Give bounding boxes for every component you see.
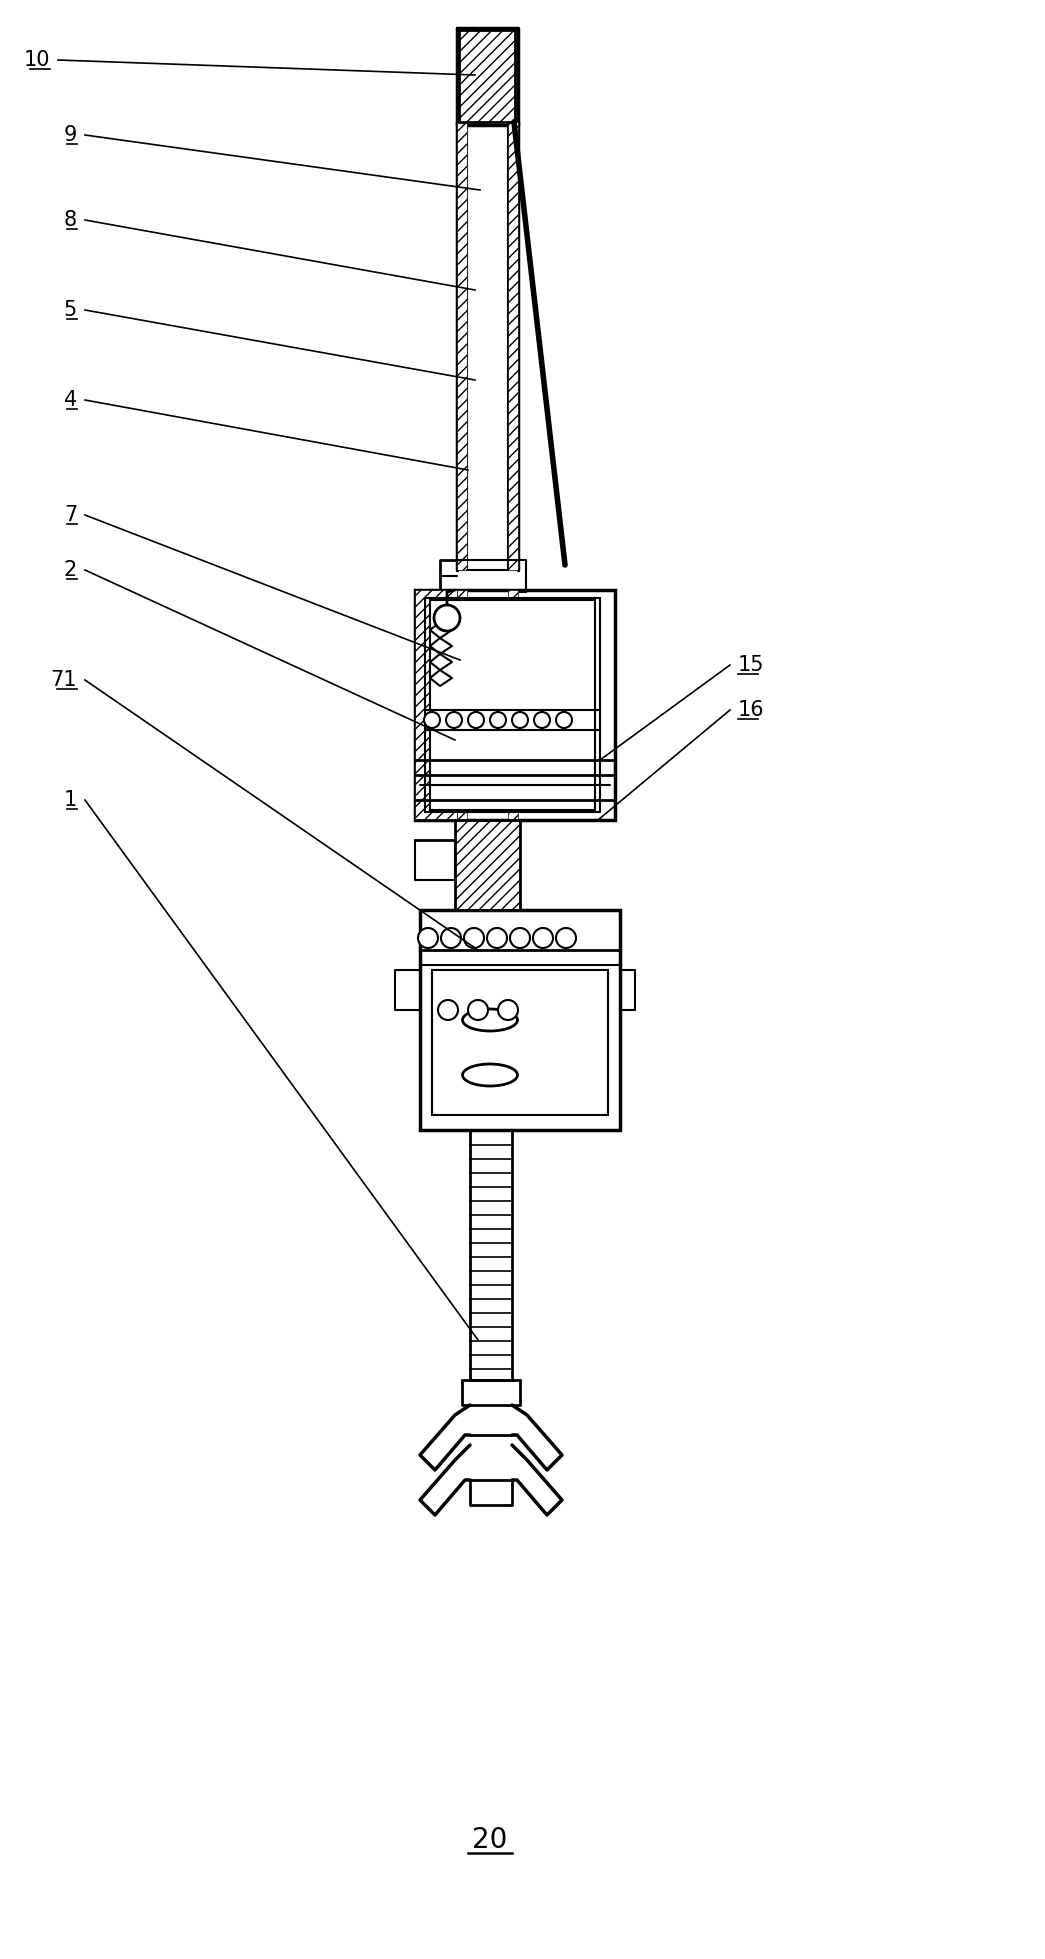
- Circle shape: [487, 929, 507, 948]
- Text: 20: 20: [472, 1826, 508, 1853]
- Circle shape: [464, 929, 484, 948]
- Ellipse shape: [463, 1064, 517, 1085]
- Circle shape: [490, 711, 506, 729]
- Text: 10: 10: [23, 51, 50, 71]
- Bar: [508, 590, 518, 821]
- Text: 15: 15: [738, 654, 765, 676]
- Text: 16: 16: [738, 699, 765, 721]
- Circle shape: [441, 929, 461, 948]
- Circle shape: [556, 711, 572, 729]
- Ellipse shape: [463, 1009, 517, 1030]
- Circle shape: [468, 711, 484, 729]
- Circle shape: [438, 999, 458, 1021]
- Text: 71: 71: [50, 670, 77, 690]
- Circle shape: [434, 605, 460, 631]
- Bar: [508, 121, 518, 570]
- Bar: [457, 590, 467, 821]
- Circle shape: [446, 711, 462, 729]
- Text: 9: 9: [64, 125, 77, 145]
- Bar: [415, 590, 457, 821]
- Bar: [420, 911, 620, 1130]
- Bar: [415, 590, 616, 821]
- Circle shape: [418, 929, 438, 948]
- Circle shape: [498, 999, 518, 1021]
- Text: 1: 1: [64, 789, 77, 809]
- Circle shape: [510, 929, 530, 948]
- Bar: [432, 970, 608, 1115]
- Circle shape: [468, 999, 488, 1021]
- Circle shape: [556, 929, 576, 948]
- Circle shape: [533, 929, 553, 948]
- Bar: [455, 821, 520, 911]
- Text: 2: 2: [64, 560, 77, 580]
- Bar: [429, 599, 595, 809]
- Bar: [457, 121, 467, 570]
- Text: 5: 5: [64, 300, 77, 319]
- Bar: [459, 29, 515, 121]
- Text: 7: 7: [64, 505, 77, 525]
- Circle shape: [534, 711, 550, 729]
- Circle shape: [424, 711, 440, 729]
- Circle shape: [512, 711, 528, 729]
- Text: 4: 4: [64, 390, 77, 409]
- Text: 8: 8: [64, 210, 77, 229]
